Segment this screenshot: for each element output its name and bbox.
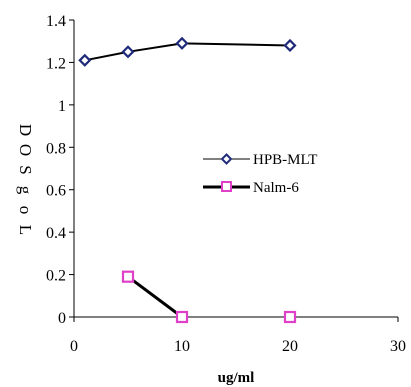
y-axis-label-glyph: D [16,124,35,136]
x-axis-label: ug/ml [218,370,255,386]
x-tick-label: 30 [390,338,406,355]
legend: HPB-MLT Nalm-6 [203,152,317,196]
series-line [84,42,291,62]
y-ticks: 0 0.2 0.4 0.6 0.8 1 1.2 1.4 [46,13,74,327]
y-axis-label-glyph: L [16,225,35,235]
x-ticks: 0 10 20 30 [70,317,406,355]
y-tick-label: 1.4 [46,13,66,30]
legend-diamond-marker [220,153,233,165]
series-layer [78,36,297,324]
y-tick-label: 0 [58,310,66,327]
y-tick-label: 0.2 [46,268,66,285]
y-axis-label-glyph: S [16,165,35,174]
data-point-square [283,310,297,324]
y-axis-label-glyph: o [16,206,35,215]
series-nalm-6 [121,270,297,324]
legend-label-nalm-6: Nalm-6 [253,180,299,196]
legend-square-marker [221,181,232,192]
data-point-square [121,270,135,283]
y-axis-label-glyph: g [16,186,35,195]
data-point-square [175,310,189,324]
y-tick-label: 0.8 [46,140,66,157]
y-axis-label-glyph: O [16,144,35,156]
x-tick-label: 10 [174,338,190,355]
y-tick-label: 1.2 [46,55,66,72]
data-point-diamond [121,45,135,59]
y-tick-label: 1 [58,98,66,115]
data-point-diamond [78,53,92,67]
y-tick-label: 0.4 [46,225,66,242]
legend-entry-nalm-6: Nalm-6 [203,180,299,196]
data-point-diamond [175,36,189,50]
x-tick-label: 20 [282,338,298,355]
x-tick-label: 0 [70,338,78,355]
data-point-diamond [283,38,297,53]
y-tick-label: 0.6 [46,183,66,200]
legend-entry-hpb-mlt: HPB-MLT [203,152,317,168]
legend-label-hpb-mlt: HPB-MLT [253,152,317,168]
series-line-segment [127,275,183,319]
series-hpb-mlt [78,36,297,67]
